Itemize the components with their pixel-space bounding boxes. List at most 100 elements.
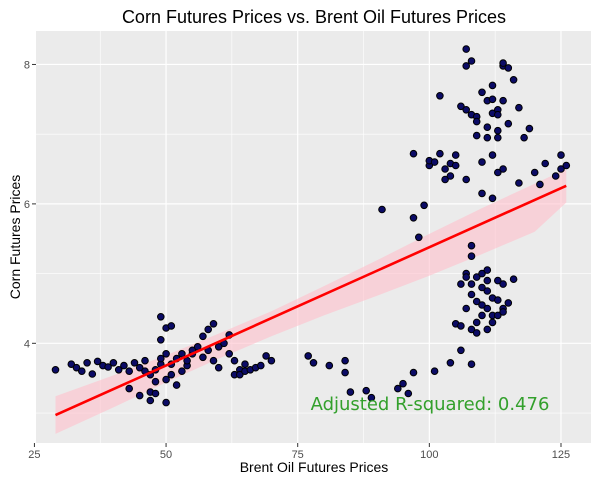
data-point <box>205 326 212 333</box>
data-point <box>410 150 417 157</box>
data-point <box>516 104 523 111</box>
data-point <box>484 277 491 284</box>
data-point <box>505 300 512 307</box>
data-point <box>489 319 496 326</box>
data-point <box>500 166 507 173</box>
data-point <box>458 323 465 330</box>
data-point <box>452 152 459 159</box>
data-point <box>136 392 143 399</box>
data-point <box>131 360 138 367</box>
data-point <box>215 364 222 371</box>
data-point <box>210 321 217 328</box>
data-point <box>431 159 438 166</box>
data-point <box>89 371 96 378</box>
data-point <box>200 333 207 340</box>
data-point <box>84 360 91 367</box>
data-point <box>542 160 549 167</box>
data-point <box>531 169 538 176</box>
x-axis-title: Brent Oil Futures Prices <box>240 459 389 475</box>
data-point <box>126 368 133 375</box>
y-tick-label: 6 <box>24 199 30 211</box>
data-point <box>121 362 128 369</box>
data-point <box>505 65 512 72</box>
data-point <box>79 368 86 375</box>
chart-title: Corn Futures Prices vs. Brent Oil Future… <box>122 7 506 27</box>
data-point <box>479 159 486 166</box>
data-point <box>452 162 459 169</box>
data-point <box>468 281 475 288</box>
data-point <box>342 369 349 376</box>
data-point <box>521 134 528 141</box>
data-point <box>495 134 502 141</box>
data-point <box>552 173 559 180</box>
data-point <box>489 195 496 202</box>
data-point <box>516 180 523 187</box>
data-point <box>147 397 154 404</box>
data-point <box>537 181 544 188</box>
data-point <box>158 337 165 344</box>
r-squared-annotation: Adjusted R-squared: 0.476 <box>311 394 550 415</box>
data-point <box>158 314 165 321</box>
x-tick-label: 100 <box>420 449 438 461</box>
data-point <box>179 368 186 375</box>
data-point <box>500 60 507 67</box>
data-point <box>479 89 486 96</box>
data-point <box>563 162 570 169</box>
data-point <box>258 362 265 369</box>
data-point <box>495 111 502 118</box>
y-axis-title: Corn Futures Prices <box>7 175 23 299</box>
data-point <box>437 93 444 100</box>
data-point <box>200 354 207 361</box>
x-tick-label: 50 <box>160 449 172 461</box>
x-tick-label: 125 <box>552 449 570 461</box>
data-point <box>479 190 486 197</box>
data-point <box>463 176 470 183</box>
data-point <box>463 46 470 53</box>
data-point <box>410 369 417 376</box>
data-point <box>231 357 238 364</box>
data-point <box>468 253 475 260</box>
data-point <box>421 202 428 209</box>
data-point <box>495 297 502 304</box>
data-point <box>363 387 370 394</box>
data-point <box>410 215 417 222</box>
data-point <box>500 97 507 104</box>
data-point <box>379 206 386 213</box>
data-point <box>468 291 475 298</box>
data-point <box>479 312 486 319</box>
data-point <box>163 399 170 406</box>
data-point <box>468 242 475 249</box>
data-point <box>484 326 491 333</box>
data-point <box>510 77 517 84</box>
data-point <box>473 132 480 139</box>
data-point <box>431 368 438 375</box>
data-point <box>484 134 491 141</box>
data-point <box>510 276 517 283</box>
data-point <box>310 360 317 367</box>
data-point <box>489 96 496 103</box>
data-point <box>437 150 444 157</box>
data-point <box>484 288 491 295</box>
x-tick-label: 25 <box>28 449 40 461</box>
data-point <box>400 380 407 387</box>
data-point <box>484 305 491 312</box>
data-point <box>505 120 512 127</box>
data-point <box>326 362 333 369</box>
data-point <box>447 173 454 180</box>
data-point <box>416 234 423 241</box>
data-point <box>489 82 496 89</box>
data-point <box>395 385 402 392</box>
data-point <box>242 361 249 368</box>
y-tick-label: 4 <box>24 338 30 350</box>
data-point <box>168 371 175 378</box>
data-point <box>110 360 117 367</box>
data-point <box>263 353 270 360</box>
y-tick-label: 8 <box>24 59 30 71</box>
data-point <box>305 353 312 360</box>
data-point <box>210 357 217 364</box>
data-point <box>484 267 491 274</box>
data-point <box>463 107 470 114</box>
data-point <box>163 351 170 358</box>
data-point <box>463 305 470 312</box>
